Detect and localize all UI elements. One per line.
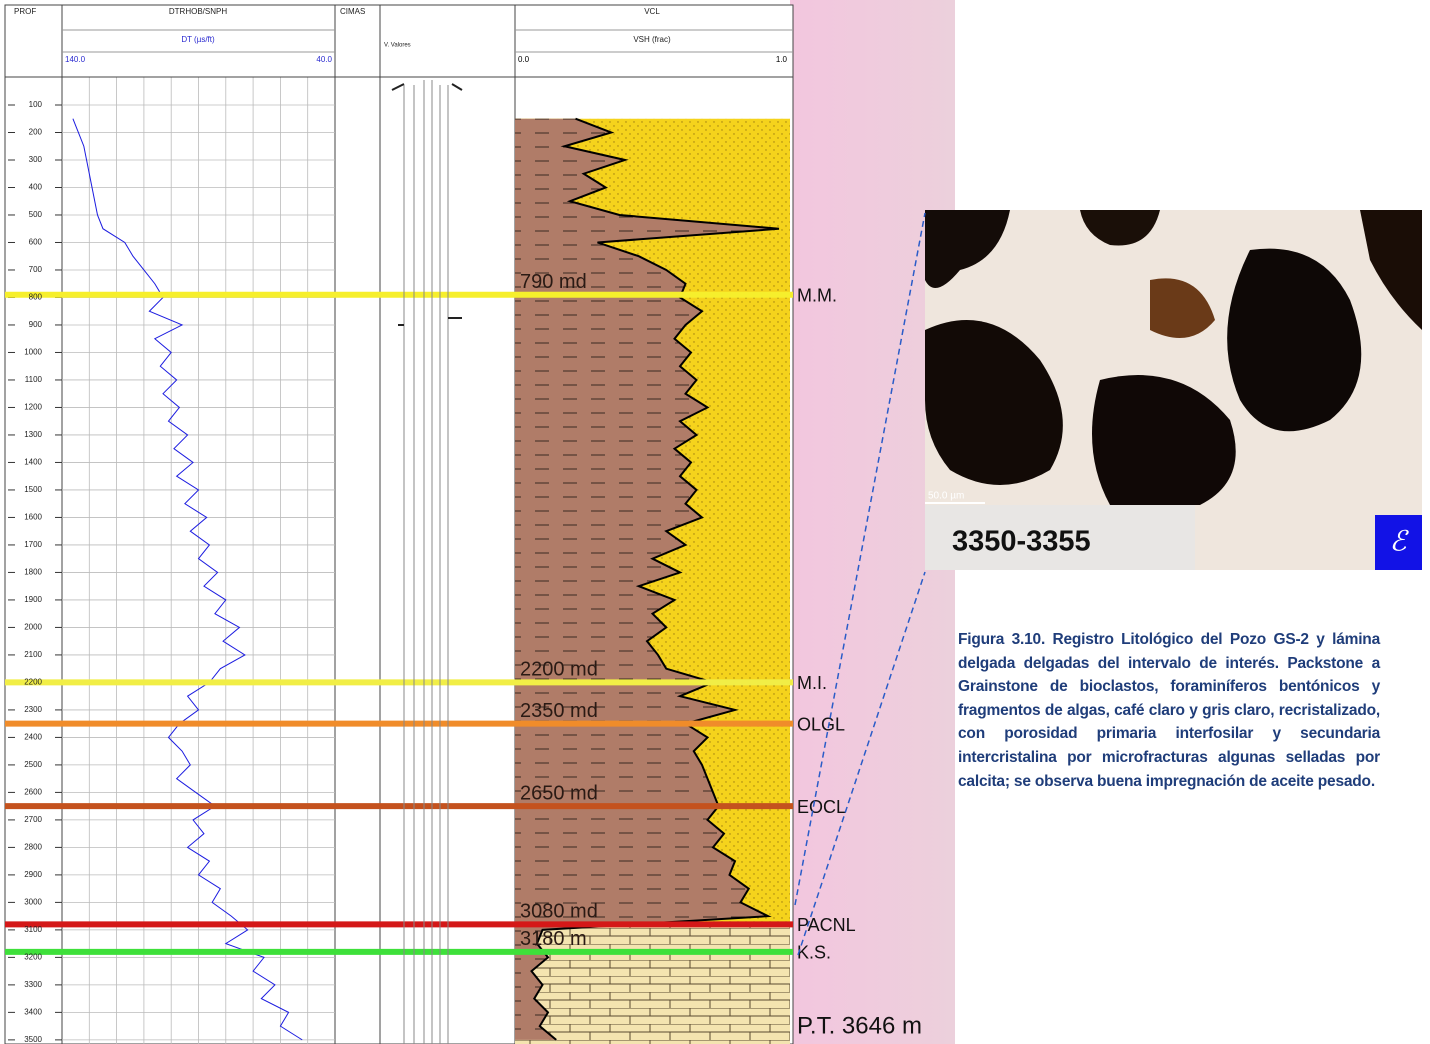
- depth-label: 600: [29, 238, 43, 247]
- top-depth-label: 2200 md: [520, 659, 598, 681]
- depth-header: PROF: [14, 7, 36, 16]
- depth-label: 1900: [24, 595, 42, 604]
- depth-label: 2200: [24, 678, 42, 687]
- depth-label: 1000: [24, 348, 42, 357]
- track-title: DTRHOB/SNPH: [169, 7, 227, 16]
- depth-label: 2000: [24, 623, 42, 632]
- fills-layer: [515, 118, 790, 1044]
- depth-label: 2100: [24, 650, 42, 659]
- depth-label: 2800: [24, 843, 42, 852]
- labels-layer: 140.0 40.0 0.0 1.0 100 200 300 400 500 600 700 800 9…: [24, 55, 855, 1044]
- depth-label: 800: [29, 293, 43, 302]
- casing-diagram: [391, 80, 463, 1044]
- shale-pattern: [515, 118, 779, 1040]
- scale-label: 50.0 µm: [928, 491, 964, 502]
- depth-label: 1100: [25, 375, 43, 384]
- depth-label: 300: [29, 155, 43, 164]
- depth-label: 2900: [24, 870, 42, 879]
- depth-label: 3300: [24, 980, 42, 989]
- curve-name: VSH (frac): [633, 35, 671, 44]
- depth-label: 2400: [24, 733, 42, 742]
- scale-min: 140.0: [65, 55, 86, 64]
- zoom-lines: [794, 212, 926, 956]
- depth-label: 3500: [24, 1035, 42, 1044]
- depth-label: 1800: [24, 568, 42, 577]
- track-title: VCL: [644, 7, 660, 16]
- vsh-curve: [530, 117, 780, 1041]
- scale-max: 1.0: [776, 55, 788, 64]
- depth-label: 3200: [24, 952, 42, 961]
- scale-min: 0.0: [518, 55, 530, 64]
- track-title: CIMAS: [340, 7, 365, 16]
- sample-label: 3350-3355: [952, 526, 1091, 558]
- depth-label: 900: [29, 320, 43, 329]
- micrograph: 50.0 µm 3350-3355 ℰ: [925, 210, 1422, 570]
- depth-label: 1700: [24, 540, 42, 549]
- depth-label: 1600: [24, 513, 42, 522]
- depth-label: 1400: [24, 458, 42, 467]
- formation-name: EOCL: [797, 797, 846, 817]
- depth-label: 2500: [24, 760, 42, 769]
- top-depth-label: 3080 md: [520, 901, 598, 923]
- depth-label: 3400: [24, 1007, 42, 1016]
- depth-label: 3100: [24, 925, 42, 934]
- depth-label: 3000: [24, 898, 42, 907]
- depth-label: 2600: [24, 788, 42, 797]
- formation-name: OLGL: [797, 714, 845, 734]
- formation-name: K.S.: [797, 943, 831, 963]
- caption: Figura 3.10. Registro Litológico del Poz…: [958, 631, 1380, 790]
- depth-label: 1300: [24, 430, 42, 439]
- top-depth-label: 2650 md: [520, 782, 598, 804]
- depth-label: 500: [29, 210, 43, 219]
- dt-curve: [72, 118, 303, 1041]
- scale-max: 40.0: [316, 55, 332, 64]
- limestone-pattern: [515, 924, 790, 1044]
- depth-label: 2300: [24, 705, 42, 714]
- depth-label: 100: [29, 100, 43, 109]
- tops-layer: [5, 291, 793, 955]
- depth-label: 400: [29, 183, 43, 192]
- track-title: V. Valores: [384, 43, 411, 49]
- depth-label: 700: [29, 265, 43, 274]
- depth-label: 1200: [24, 403, 42, 412]
- formation-name: M.I.: [797, 673, 827, 693]
- top-depth-label: 790 md: [520, 271, 587, 293]
- total-depth: P.T. 3646 m: [797, 1012, 922, 1039]
- depth-label: 200: [29, 128, 43, 137]
- top-depth-label: 2350 md: [520, 700, 598, 722]
- formation-name: M.M.: [797, 285, 837, 305]
- depth-label: 2700: [24, 815, 42, 824]
- top-depth-label: 3180 m: [520, 928, 587, 950]
- formation-name: PACNL: [797, 915, 856, 935]
- depth-label: 1500: [24, 485, 42, 494]
- logo: ℰ: [1390, 525, 1410, 558]
- curve-name: DT (µs/ft): [181, 35, 215, 44]
- curves-layer: [72, 117, 780, 1041]
